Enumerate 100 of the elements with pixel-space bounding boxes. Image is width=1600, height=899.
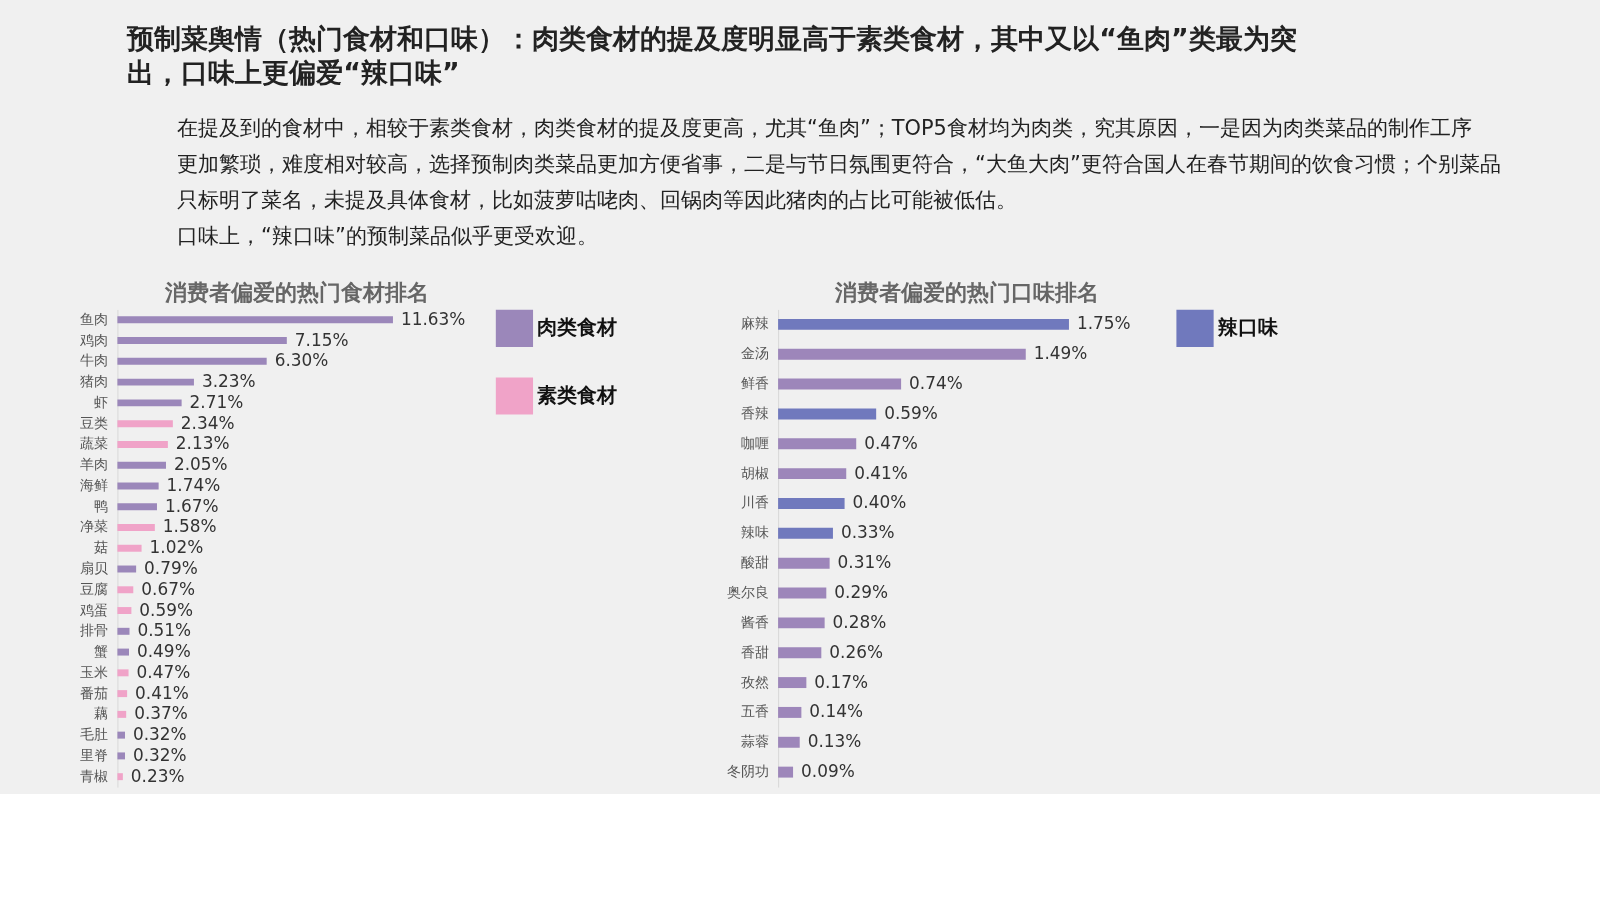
y-tick-label: 扇贝	[79, 559, 108, 576]
data-label: 0.79%	[144, 557, 198, 578]
bar	[117, 607, 132, 615]
bar	[117, 503, 157, 511]
data-label: 1.49%	[1033, 343, 1088, 364]
y-tick-label: 鸡肉	[78, 331, 108, 348]
y-tick-label: 孜然	[740, 673, 769, 690]
bar	[117, 648, 130, 656]
y-tick-label: 麻辣	[740, 315, 769, 332]
y-tick-label: 蟹	[93, 643, 108, 660]
data-label: 0.23%	[130, 765, 185, 786]
text: 口味上，“辣口味”的预制菜品似乎更受欢迎。	[177, 223, 598, 248]
y-tick-label: 藕	[93, 705, 108, 722]
y-tick-label: 青椒	[79, 767, 108, 784]
legend-label: 辣口味	[1216, 316, 1279, 340]
bar	[117, 752, 125, 760]
data-label: 0.74%	[909, 373, 963, 394]
y-tick-label: 鱼肉	[79, 310, 108, 327]
bar	[117, 731, 125, 739]
bar	[117, 316, 393, 324]
data-label: 0.41%	[135, 682, 189, 703]
y-tick-label: 羊肉	[79, 456, 108, 473]
data-label: 3.23%	[201, 371, 256, 392]
y-tick-label: 香辣	[740, 404, 769, 421]
data-label: 0.09%	[801, 761, 855, 782]
y-tick-label: 酱香	[740, 613, 769, 630]
data-label: 1.75%	[1076, 313, 1131, 334]
data-label: 0.31%	[837, 552, 892, 573]
data-label: 2.13%	[175, 433, 230, 454]
data-label: 2.05%	[173, 454, 228, 475]
data-label: 2.71%	[189, 391, 244, 412]
bar	[778, 348, 1026, 360]
y-tick-label: 鸭	[93, 497, 108, 514]
y-tick-label: 鲜香	[740, 375, 769, 392]
legend-label: 素类食材	[537, 383, 618, 407]
y-tick-label: 玉米	[79, 663, 108, 680]
y-tick-label: 猪肉	[79, 373, 108, 390]
y-tick-label: 番茄	[79, 684, 108, 701]
bar	[117, 627, 130, 635]
data-label: 1.58%	[162, 516, 217, 537]
data-label: 0.67%	[141, 578, 195, 599]
bar	[117, 544, 142, 552]
data-label: 0.33%	[840, 522, 895, 543]
bar	[778, 468, 847, 480]
data-label: 0.14%	[809, 701, 864, 722]
data-label: 0.32%	[132, 724, 187, 745]
y-tick-label: 里脊	[79, 746, 108, 763]
text: 在提及到的食材中，相较于素类食材，肉类食材的提及度更高，尤其“鱼肉”；TOP5食材均为肉类，究其原因，一是因为肉类菜品的制作工序更加繁琐，难度相对较高，选择预制肉类菜品更加方便省事，二是与节日氛围更符合，“大鱼大肉”更符合国人在春节期间的饮食习惯；个别菜品只标明了菜名，未提及具体食材，比如菠萝咕咾肉、回锅肉等因此猪肉的占比可能被低估。	[177, 116, 1501, 212]
bar	[778, 736, 800, 748]
bar	[778, 408, 877, 420]
data-label: 11.63%	[400, 308, 466, 329]
y-tick-label: 净菜	[79, 518, 108, 535]
data-label: 2.34%	[180, 412, 235, 433]
y-tick-label: 奥尔良	[726, 584, 769, 600]
data-label: 0.37%	[134, 703, 188, 724]
data-label: 0.59%	[139, 599, 194, 620]
y-tick-label: 香甜	[740, 643, 769, 660]
bar	[117, 690, 128, 698]
data-label: 0.29%	[834, 582, 888, 602]
data-label: 0.41%	[854, 462, 908, 483]
data-label: 0.49%	[136, 641, 191, 662]
bar	[778, 617, 825, 629]
bar	[778, 587, 827, 599]
data-label: 1.02%	[149, 537, 204, 558]
y-tick-label: 毛肚	[79, 726, 108, 743]
y-tick-label: 冬阴功	[726, 763, 769, 780]
data-label: 0.28%	[832, 611, 887, 632]
data-label: 0.51%	[137, 620, 192, 641]
y-tick-label: 菇	[93, 539, 108, 556]
y-tick-label: 牛肉	[79, 352, 108, 369]
y-tick-label: 酸甜	[740, 554, 769, 571]
y-tick-label: 虾	[93, 393, 108, 410]
y-tick-label: 辣味	[740, 524, 769, 541]
bar	[117, 524, 155, 531]
data-label: 0.13%	[807, 731, 862, 752]
data-label: 0.59%	[884, 402, 938, 423]
bar	[117, 461, 166, 469]
bar	[778, 557, 830, 569]
data-label: 1.74%	[166, 474, 221, 495]
data-label: 0.47%	[864, 432, 918, 453]
bar	[117, 357, 267, 365]
bar	[778, 498, 845, 509]
y-tick-label: 金汤	[740, 345, 769, 362]
bar	[778, 318, 1069, 330]
text: 预制菜舆情（热门食材和口味）：肉类食材的提及度明显高于素类食材，其中又以“鱼肉”类最为突出，口味上更偏爱“辣口味”	[126, 22, 1297, 88]
data-label: 6.30%	[274, 350, 329, 371]
y-tick-label: 豆类	[79, 414, 108, 431]
bar	[117, 420, 173, 428]
legend-label: 肉类食材	[537, 316, 618, 340]
data-label: 0.32%	[132, 744, 187, 765]
data-label: 0.17%	[814, 671, 869, 692]
y-tick-label: 胡椒	[740, 464, 769, 481]
bar	[778, 438, 857, 450]
y-tick-label: 蒜蓉	[740, 733, 769, 750]
y-tick-label: 海鲜	[79, 476, 108, 493]
data-label: 7.15%	[294, 329, 349, 350]
y-tick-label: 咖喱	[740, 434, 769, 451]
bar	[778, 766, 794, 778]
bar	[117, 399, 182, 407]
y-tick-label: 鸡蛋	[78, 601, 108, 618]
